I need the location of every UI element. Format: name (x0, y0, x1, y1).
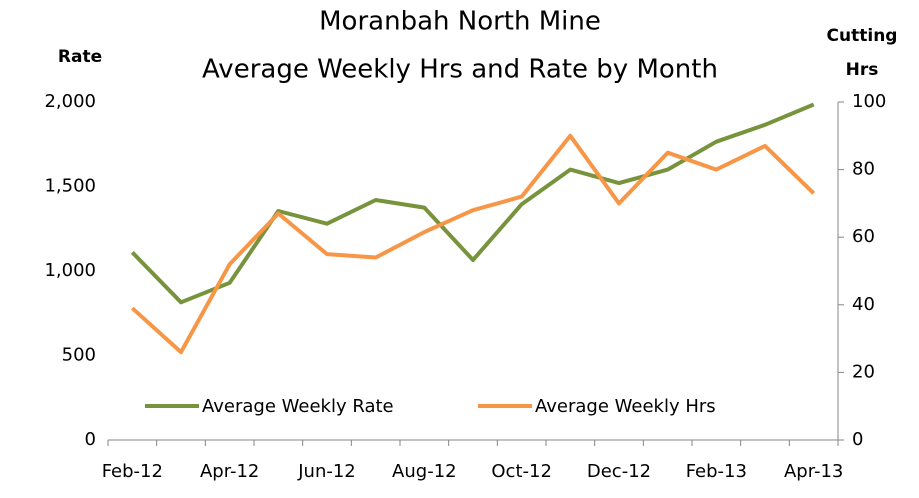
y2-tick-label: 40 (852, 294, 875, 315)
y2-axis-label: Cutting Hrs (827, 26, 898, 80)
x-tick-label: Aug-12 (392, 461, 457, 482)
chart-subtitle: Average Weekly Hrs and Rate by Month (202, 55, 718, 85)
x-tick-label: Jun-12 (297, 461, 356, 482)
chart-title: Moranbah North Mine (319, 7, 601, 37)
y2-tick-label: 60 (852, 226, 875, 247)
y-tick-label: 1,500 (44, 176, 96, 197)
legend-label: Average Weekly Rate (202, 396, 394, 417)
x-tick-label: Oct-12 (491, 461, 552, 482)
series-line (130, 133, 816, 355)
x-tick-label: Feb-13 (686, 461, 747, 482)
x-tick-label: Apr-12 (200, 461, 259, 482)
y-axis-label: Rate (58, 47, 102, 67)
x-tick-label: Feb-12 (102, 461, 163, 482)
y-tick-label: 0 (85, 429, 96, 450)
series-line (130, 102, 815, 305)
y2-tick-label: 80 (852, 159, 875, 180)
y-tick-label: 2,000 (44, 91, 96, 112)
x-tick-label: Apr-13 (784, 461, 843, 482)
y2-tick-label: 100 (852, 91, 886, 112)
y2-tick-label: 0 (852, 429, 863, 450)
y2-tick-label: 20 (852, 361, 875, 382)
legend-label: Average Weekly Hrs (535, 396, 716, 417)
y-tick-label: 500 (62, 345, 96, 366)
x-tick-label: Dec-12 (587, 461, 651, 482)
y-tick-label: 1,000 (44, 260, 96, 281)
